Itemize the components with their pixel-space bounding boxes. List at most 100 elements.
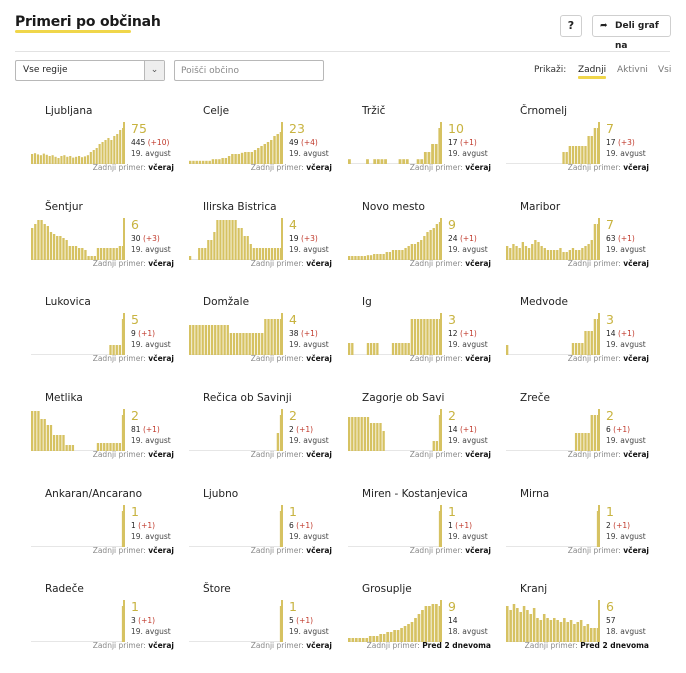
sparkline-bar — [264, 319, 267, 355]
sparkline-bar — [99, 443, 103, 451]
cases-sparkline — [348, 218, 442, 260]
sparkline-bar — [71, 246, 75, 260]
municipality-card[interactable]: Celje 23 49 (+4) 19. avgust Zadnji primer: v… — [189, 105, 349, 195]
delta-value: (+1) — [459, 234, 477, 243]
municipality-card[interactable]: Mirna 1 2 (+1) 19. avgust Zadnji primer: vče… — [506, 488, 666, 578]
municipality-card[interactable]: Miren - Kostanjevica 1 1 (+1) 19. avgust Zad… — [348, 488, 508, 578]
sparkline-bar — [223, 325, 226, 355]
sparkline-bar — [354, 638, 358, 642]
municipality-card[interactable]: Radeče 1 3 (+1) 19. avgust Zadnji primer: vč… — [31, 583, 191, 673]
sparkline-bar — [220, 325, 223, 355]
last-case-value: včeraj — [306, 450, 332, 459]
sparkline-bar — [57, 158, 60, 164]
sparkline-bar — [423, 152, 427, 164]
sparkline-bar — [401, 250, 404, 260]
municipality-card[interactable]: Kranj 6 57 18. avgust Zadnji primer: Pred 2… — [506, 583, 666, 673]
municipality-card[interactable]: Črnomelj 7 17 (+3) 19. avgust Zadnji primer:… — [506, 105, 666, 195]
active-cases: 7 — [606, 121, 614, 136]
sparkline-bar — [218, 159, 221, 164]
delta-value: (+1) — [459, 425, 477, 434]
total-cases: 9 (+1) — [131, 329, 155, 338]
last-case-value: včeraj — [465, 259, 491, 268]
sparkline-bar — [393, 630, 396, 642]
municipality-card[interactable]: Domžale 4 38 (+1) 19. avgust Zadnji primer: … — [189, 296, 349, 386]
sparkline-bar — [512, 244, 515, 260]
municipality-name: Grosuplje — [362, 583, 412, 595]
sparkline-bar — [396, 630, 400, 642]
sparkline-bar — [435, 224, 439, 260]
last-date: 19. avgust — [606, 340, 646, 349]
municipality-name: Medvode — [520, 296, 568, 308]
sparkline-bar — [542, 614, 546, 642]
municipality-card[interactable]: Ljubljana 75 445 (+10) 19. avgust Zadnji pri… — [31, 105, 191, 195]
delta-value: (+3) — [142, 234, 160, 243]
current-marker — [440, 409, 442, 451]
delta-value: (+3) — [617, 138, 635, 147]
municipality-card[interactable]: Ljubno 1 6 (+1) 19. avgust Zadnji primer: vč… — [189, 488, 349, 578]
municipality-name: Maribor — [520, 201, 561, 213]
active-cases: 2 — [448, 408, 456, 423]
current-marker — [123, 313, 125, 355]
share-arrow-icon: ➦ — [600, 21, 608, 31]
municipality-card[interactable]: Štore 1 5 (+1) 19. avgust Zadnji primer: vče… — [189, 583, 349, 673]
total-cases: 49 (+4) — [289, 138, 318, 147]
sparkline-bar — [51, 155, 54, 164]
municipality-card[interactable]: Rečica ob Savinji 2 2 (+1) 19. avgust Zadnji… — [189, 392, 349, 482]
sparkline-bar — [395, 343, 398, 355]
municipality-card[interactable]: Lukovica 5 9 (+1) 19. avgust Zadnji primer: … — [31, 296, 191, 386]
municipality-card[interactable]: Tržič 10 17 (+1) 19. avgust Zadnji primer: v… — [348, 105, 508, 195]
municipality-card[interactable]: Zreče 2 6 (+1) 19. avgust Zadnji primer: vče… — [506, 392, 666, 482]
tab-vsi[interactable]: Vsi — [658, 65, 672, 75]
share-button[interactable]: ➦ Deli graf na — [592, 15, 671, 51]
tab-zadnji[interactable]: Zadnji — [578, 65, 607, 79]
sparkline-bar — [559, 622, 563, 642]
sparkline-bar — [106, 443, 109, 451]
sparkline-bar — [586, 624, 590, 642]
sparkline-bar — [42, 153, 45, 164]
sparkline-bar — [515, 246, 518, 260]
sparkline-bar — [384, 159, 387, 164]
last-case-info: Zadnji primer: včeraj — [93, 259, 174, 268]
municipality-name: Celje — [203, 105, 230, 117]
sparkline-bar — [56, 236, 59, 260]
municipality-card[interactable]: Zagorje ob Savi 2 14 (+1) 19. avgust Zadnji … — [348, 392, 508, 482]
sparkline-bar — [369, 423, 373, 451]
delta-value: (+1) — [613, 521, 631, 530]
sparkline-bar — [119, 130, 122, 164]
delta-value: (+1) — [300, 329, 318, 338]
municipality-card[interactable]: Maribor 7 63 (+1) 19. avgust Zadnji primer: … — [506, 201, 666, 291]
municipality-search-input[interactable] — [174, 60, 324, 81]
last-case-value: včeraj — [148, 450, 174, 459]
sparkline-bar — [438, 606, 442, 642]
municipality-card[interactable]: Ig 3 12 (+1) 19. avgust Zadnji primer: včera… — [348, 296, 508, 386]
total-value: 17 — [606, 138, 616, 147]
sparkline-bar — [366, 343, 370, 355]
sparkline-bar — [366, 255, 370, 260]
sparkline-bar — [242, 333, 245, 355]
sparkline-bar — [373, 423, 376, 451]
sparkline-bar — [398, 343, 401, 355]
sparkline-bar — [276, 134, 279, 164]
municipality-card[interactable]: Medvode 3 14 (+1) 19. avgust Zadnji primer: … — [506, 296, 666, 386]
sparkline-bar — [578, 343, 581, 355]
municipality-card[interactable]: Grosuplje 9 14 18. avgust Zadnji primer: Pr… — [348, 583, 508, 673]
municipality-name: Radeče — [45, 583, 84, 595]
sparkline-bar — [375, 636, 379, 642]
municipality-card[interactable]: Šentjur 6 30 (+3) 19. avgust Zadnji primer: … — [31, 201, 191, 291]
sparkline-bar — [229, 333, 233, 355]
tab-aktivni[interactable]: Aktivni — [617, 65, 648, 75]
municipality-card[interactable]: Metlika 2 81 (+1) 19. avgust Zadnji primer: … — [31, 392, 191, 482]
chevron-down-icon[interactable]: ⌄ — [144, 61, 164, 80]
municipality-card[interactable]: Novo mesto 9 24 (+1) 19. avgust Zadnji prime… — [348, 201, 508, 291]
region-select[interactable]: Vse regije ⌄ — [15, 60, 165, 81]
delta-value: (+10) — [147, 138, 170, 147]
municipality-card[interactable]: Ilirska Bistrica 4 19 (+3) 19. avgust Zadnji… — [189, 201, 349, 291]
help-button[interactable]: ? — [560, 15, 582, 37]
sparkline-bar — [434, 144, 438, 164]
last-case-label: Zadnji primer: — [567, 450, 621, 459]
sparkline-bar — [40, 220, 43, 260]
sparkline-bar — [506, 606, 509, 642]
sparkline-bar — [569, 620, 573, 642]
municipality-card[interactable]: Ankaran/Ancarano 1 1 (+1) 19. avgust Zadnji … — [31, 488, 191, 578]
active-cases: 3 — [606, 312, 614, 327]
